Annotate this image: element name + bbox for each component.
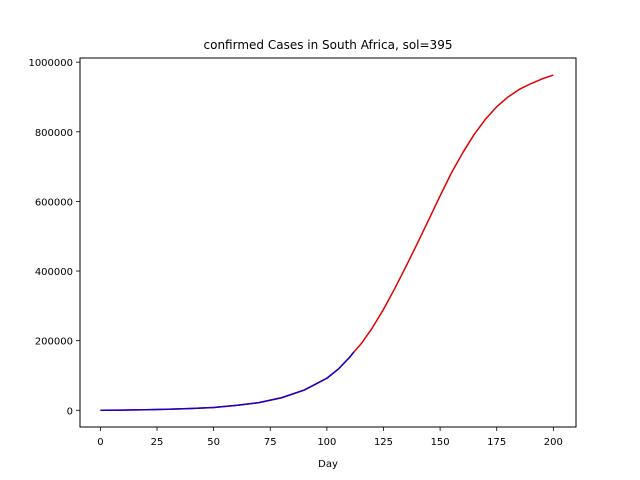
- x-axis: 0 25 50 75 100 125 150 175 200: [97, 427, 563, 448]
- y-tick-label: 800000: [35, 128, 73, 139]
- x-tick-label: 175: [487, 437, 506, 448]
- y-tick-label: 1000000: [28, 58, 73, 69]
- y-tick-label: 600000: [35, 197, 73, 208]
- chart-title: confirmed Cases in South Africa, sol=395: [204, 38, 453, 52]
- y-tick-label: 0: [67, 406, 73, 417]
- plot-lines: [100, 74, 554, 412]
- y-axis: 0 200000 400000 600000 800000 1000000: [28, 58, 80, 417]
- x-tick-label: 0: [97, 437, 103, 448]
- series-line-0: [100, 74, 554, 412]
- x-tick-label: 200: [544, 437, 563, 448]
- x-axis-label: Day: [318, 459, 338, 470]
- x-tick-label: 100: [317, 437, 336, 448]
- y-tick-label: 400000: [35, 267, 73, 278]
- x-tick-label: 50: [207, 437, 220, 448]
- y-tick-label: 200000: [35, 337, 73, 348]
- plot-frame: [79, 57, 577, 428]
- x-tick-label: 125: [374, 437, 393, 448]
- x-tick-label: 150: [431, 437, 450, 448]
- x-tick-label: 75: [264, 437, 277, 448]
- x-tick-label: 25: [151, 437, 164, 448]
- series-line-1: [100, 351, 355, 412]
